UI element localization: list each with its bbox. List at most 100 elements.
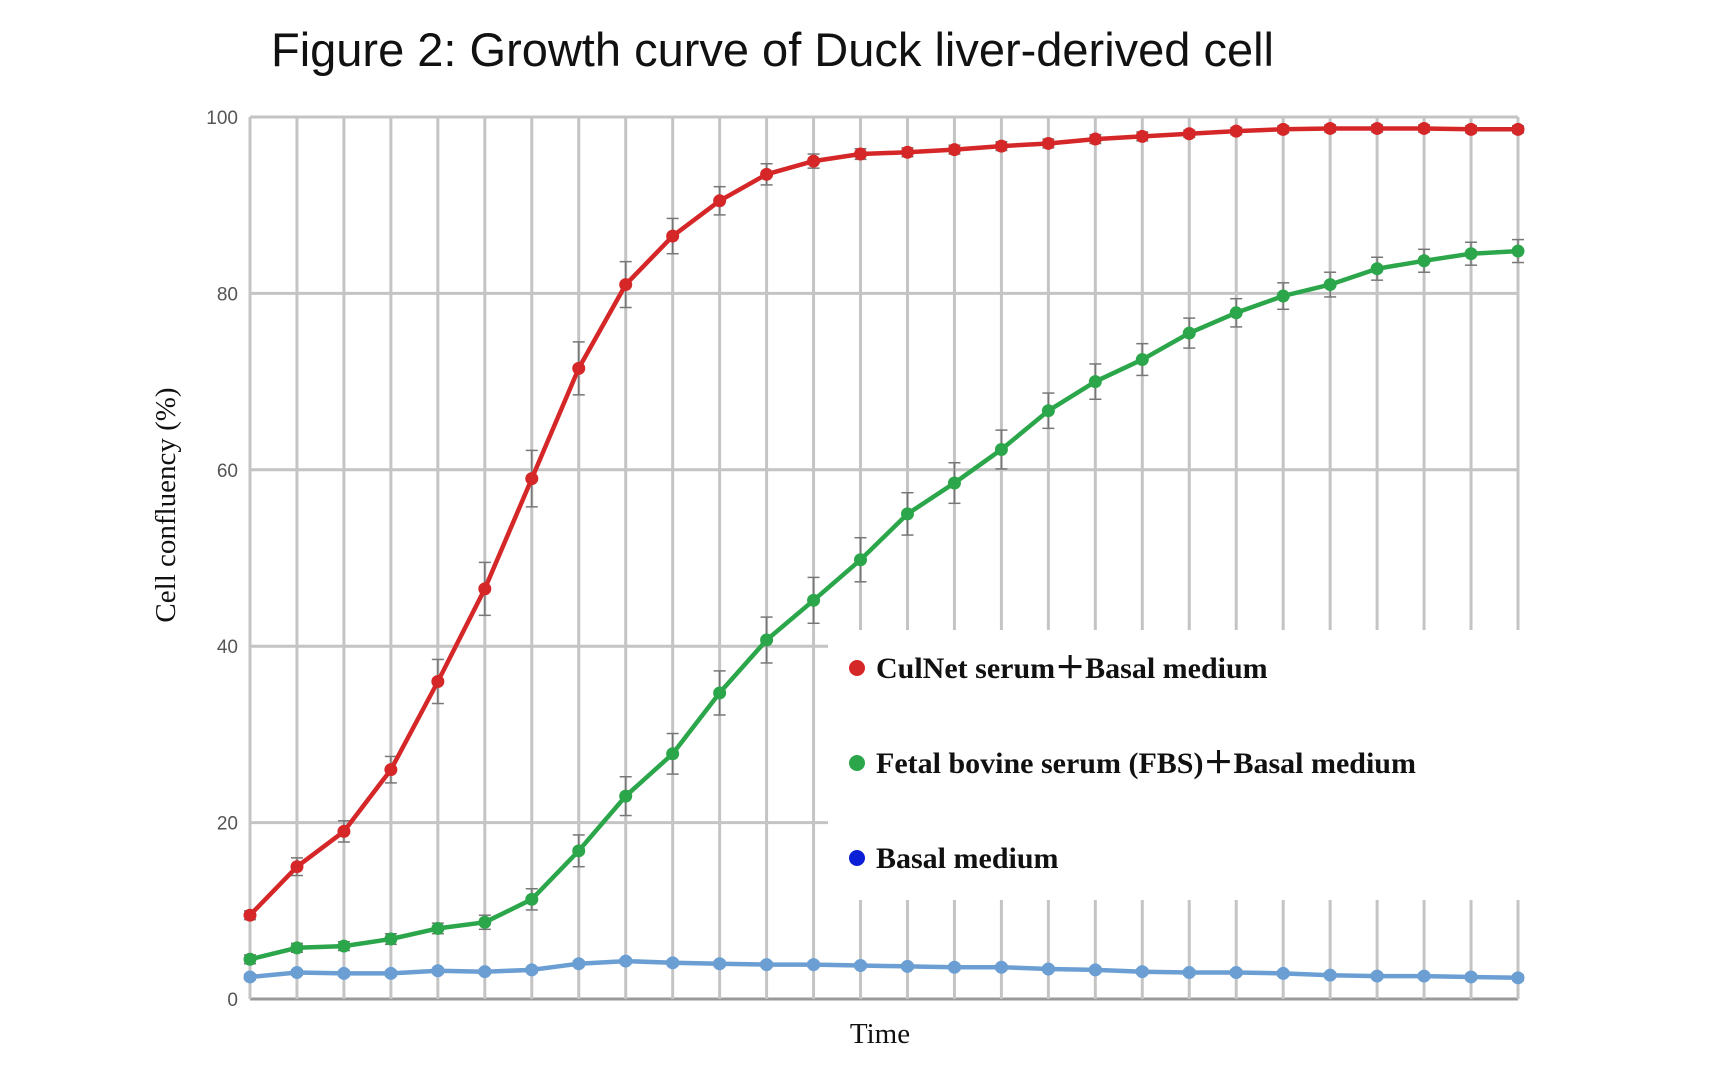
data-point [1417,254,1431,268]
data-point [1041,962,1055,976]
data-point [431,964,445,978]
series-line [249,248,1519,962]
chart-title-text: Figure 2: Growth curve of Duck liver-der… [270,23,1275,76]
legend-label: Fetal bovine serum (FBS)＋Basal medium [876,747,1416,780]
data-point [572,361,586,375]
data-point [666,229,680,243]
data-point [1182,326,1196,340]
data-point [1370,121,1384,135]
data-point [384,932,398,946]
legend-marker [849,850,865,866]
data-point [1088,963,1102,977]
legend-background [828,630,1528,900]
data-point [807,154,821,168]
data-point [947,143,961,157]
data-point [478,915,492,929]
data-point [525,963,539,977]
y-tick-label: 0 [227,990,238,1011]
data-point [619,789,633,803]
data-point [431,921,445,935]
data-point [713,686,727,700]
series-line [249,958,1519,981]
data-point [1370,262,1384,276]
data-point [243,952,257,966]
data-point [1511,971,1525,985]
y-axis-label: Cell confluency (%) [150,387,182,622]
legend-marker [849,755,865,771]
data-point [1135,965,1149,979]
data-point [243,908,257,922]
data-point [900,507,914,521]
data-point [1229,966,1243,980]
data-point [525,472,539,486]
x-axis-label: Time [850,1018,910,1050]
data-point [1464,970,1478,984]
legend: CulNet serum＋Basal medium Fetal bovine se… [828,630,1528,900]
data-point [431,674,445,688]
data-points [243,121,1525,985]
data-point [807,593,821,607]
data-point [1182,127,1196,141]
data-point [1464,122,1478,136]
data-point [947,960,961,974]
chart-title: Figure 2: Growth curve of Duck liver-der… [0,22,1715,77]
data-point [854,958,868,972]
data-point [572,844,586,858]
data-point [1323,121,1337,135]
data-point [807,958,821,972]
data-point [1041,136,1055,150]
data-point [384,966,398,980]
data-point [619,954,633,968]
y-tick-label: 60 [217,461,238,482]
data-point [1088,132,1102,146]
y-tick-label: 80 [217,284,238,305]
data-point [1182,966,1196,980]
data-point [666,747,680,761]
data-point [525,892,539,906]
data-point [243,970,257,984]
data-point [1511,244,1525,258]
y-tick-label: 40 [217,637,238,658]
y-tick-label: 100 [206,108,238,129]
data-point [478,965,492,979]
data-point [1229,306,1243,320]
data-point [1417,969,1431,983]
data-point [1323,968,1337,982]
legend-label: Basal medium [876,842,1059,875]
data-point [854,147,868,161]
series-line [248,126,1518,917]
y-tick-labels: 0 20 40 60 80 100 [206,108,238,1011]
data-point [337,939,351,953]
data-point [994,960,1008,974]
data-point [384,763,398,777]
data-point [1323,278,1337,292]
data-point [619,278,633,292]
data-point [290,860,304,874]
data-point [290,966,304,980]
data-point [947,476,961,490]
data-point [994,443,1008,457]
data-point [666,956,680,970]
data-point [1041,404,1055,418]
data-point [290,941,304,955]
data-point [760,633,774,647]
legend-marker [849,660,865,676]
data-point [994,139,1008,153]
data-point [1135,353,1149,367]
data-point [1229,124,1243,138]
data-point [900,959,914,973]
data-point [760,167,774,181]
data-point [1276,122,1290,136]
data-point [854,553,868,567]
data-point [1370,969,1384,983]
data-point [337,824,351,838]
data-point [337,966,351,980]
legend-label: CulNet serum＋Basal medium [876,652,1268,685]
data-point [900,145,914,159]
data-point [572,957,586,971]
data-point [1511,122,1525,136]
data-point [1135,129,1149,143]
data-point [1276,289,1290,303]
data-point [713,194,727,208]
